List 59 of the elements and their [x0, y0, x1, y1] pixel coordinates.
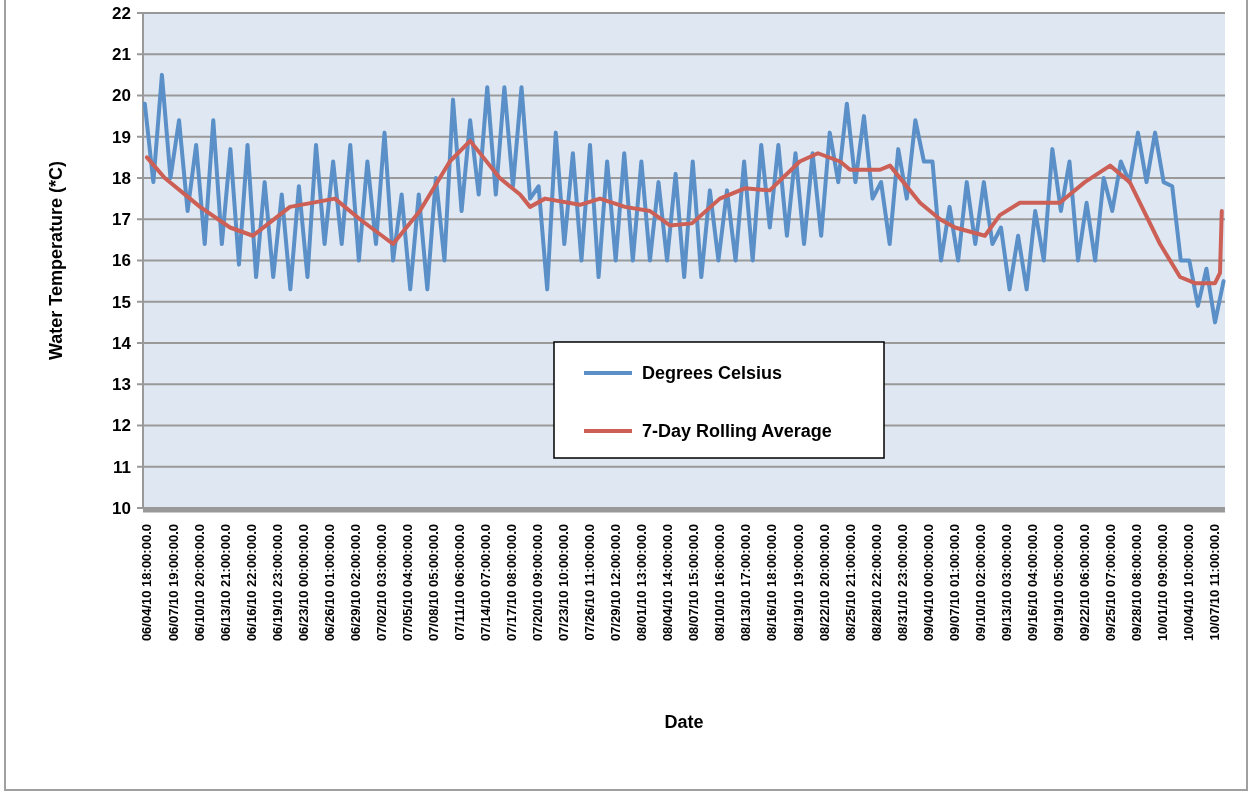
x-tick-label: 08/04/10 14:00:00.0 — [660, 524, 676, 642]
x-tick-label: 08/28/10 22:00:00.0 — [868, 524, 884, 642]
x-tick-label: 07/08/10 05:00:00.0 — [425, 524, 441, 642]
x-tick-label: 08/19/10 19:00:00.0 — [790, 524, 806, 642]
y-tick-label: 12 — [112, 416, 131, 436]
x-tick-label: 07/26/10 11:00:00.0 — [582, 524, 598, 641]
x-tick-label: 06/07/10 19:00:00.0 — [165, 524, 181, 642]
y-tick-label: 20 — [112, 86, 131, 106]
x-tick-label: 06/26/10 01:00:00.0 — [321, 524, 337, 642]
x-tick-label: 09/13/10 03:00:00.0 — [998, 524, 1014, 642]
x-tick-label: 10/01/10 09:00:00.0 — [1155, 524, 1171, 642]
x-tick-label: 08/07/10 15:00:00.0 — [686, 524, 702, 642]
x-tick-label: 06/04/10 18:00:00.0 — [139, 524, 155, 642]
x-tick-label: 10/04/10 10:00:00.0 — [1181, 524, 1197, 642]
x-tick-label: 07/29/10 12:00:00.0 — [608, 524, 624, 642]
legend-label: 7-Day Rolling Average — [642, 421, 832, 442]
y-tick-label: 17 — [112, 210, 131, 230]
x-tick-label: 08/22/10 20:00:00.0 — [816, 524, 832, 642]
legend-label: Degrees Celsius — [642, 363, 783, 384]
y-tick-label: 15 — [112, 292, 131, 312]
x-tick-label: 07/23/10 10:00:00.0 — [556, 524, 572, 642]
y-tick-label: 19 — [112, 127, 131, 147]
x-tick-label: 09/10/10 02:00:00.0 — [972, 524, 988, 642]
x-tick-label: 09/04/10 00:00:00.0 — [920, 524, 936, 642]
x-tick-label: 10/07/10 11:00:00.0 — [1207, 524, 1223, 641]
y-tick-label: 10 — [112, 498, 131, 518]
y-tick-label: 13 — [112, 375, 131, 395]
x-tick-label: 09/22/10 06:00:00.0 — [1076, 524, 1092, 642]
x-tick-label: 08/10/10 16:00:00.0 — [712, 524, 728, 642]
x-tick-label: 07/05/10 04:00:00.0 — [399, 524, 415, 642]
x-tick-label: 07/17/10 08:00:00.0 — [504, 524, 520, 642]
y-tick-label: 18 — [112, 168, 131, 188]
y-tick-label: 22 — [112, 3, 131, 23]
x-tick-label: 08/16/10 18:00:00.0 — [764, 524, 780, 642]
x-tick-label: 09/25/10 07:00:00.0 — [1103, 524, 1119, 642]
x-tick-label: 07/11/10 06:00:00.0 — [451, 524, 467, 641]
y-tick-label: 21 — [112, 45, 131, 65]
x-axis-title: Date — [664, 712, 704, 732]
y-tick-label: 11 — [113, 457, 131, 477]
y-tick-label: 14 — [112, 333, 132, 353]
x-tick-label: 09/28/10 08:00:00.0 — [1129, 524, 1145, 642]
x-tick-label: 08/31/10 23:00:00.0 — [894, 524, 910, 642]
x-tick-label: 06/23/10 00:00:00.0 — [295, 524, 311, 642]
x-tick-label: 08/25/10 21:00:00.0 — [842, 524, 858, 642]
x-tick-label: 07/02/10 03:00:00.0 — [373, 524, 389, 642]
x-tick-label: 06/16/10 22:00:00.0 — [243, 524, 259, 642]
y-tick-label: 16 — [112, 251, 131, 271]
x-tick-label: 07/14/10 07:00:00.0 — [478, 524, 494, 642]
x-tick-label: 06/29/10 02:00:00.0 — [347, 524, 363, 642]
x-tick-label: 06/13/10 21:00:00.0 — [217, 524, 233, 642]
x-tick-label: 09/07/10 01:00:00.0 — [946, 524, 962, 642]
x-tick-label: 08/13/10 17:00:00.0 — [738, 524, 754, 642]
x-tick-label: 06/10/10 20:00:00.0 — [191, 524, 207, 642]
x-tick-label: 09/16/10 04:00:00.0 — [1024, 524, 1040, 642]
x-tick-label: 08/01/10 13:00:00.0 — [634, 524, 650, 642]
y-axis-title: Water Temperature (*C) — [46, 160, 66, 361]
x-tick-label: 07/20/10 09:00:00.0 — [530, 524, 546, 642]
x-tick-label: 09/19/10 05:00:00.0 — [1050, 524, 1066, 642]
x-tick-label: 06/19/10 23:00:00.0 — [269, 524, 285, 642]
